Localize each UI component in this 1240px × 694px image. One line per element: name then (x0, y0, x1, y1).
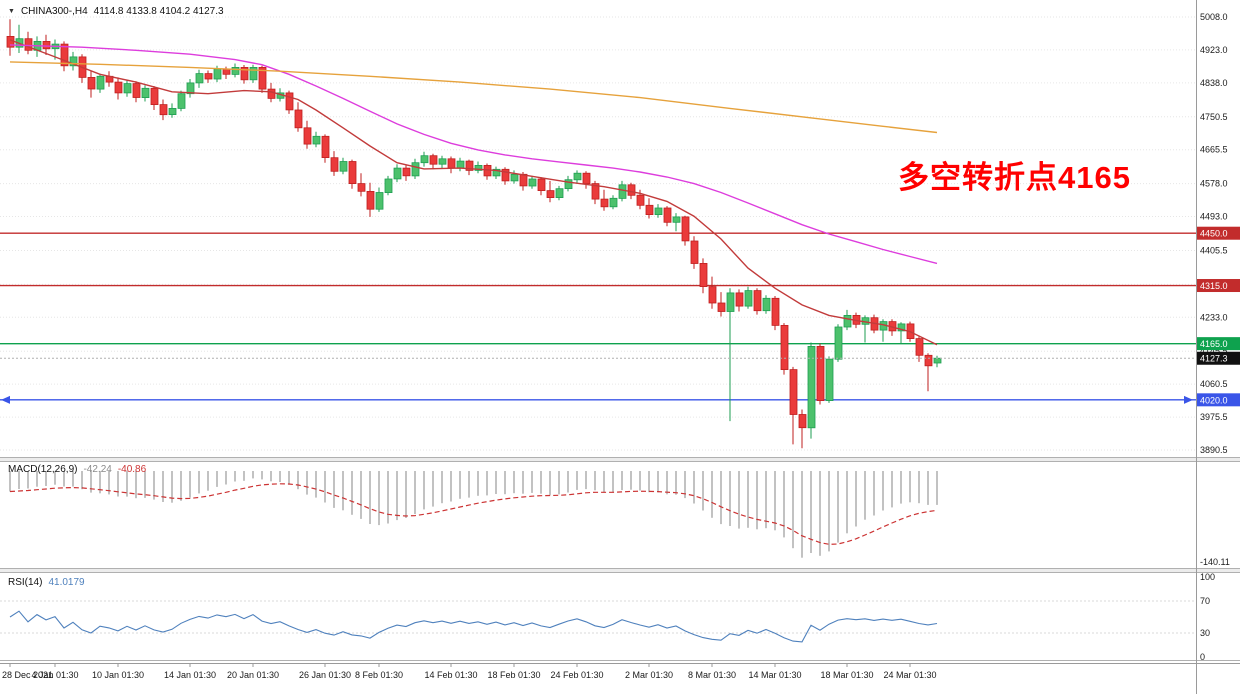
macd-layer[interactable]: -140.11 (9, 471, 1230, 567)
rsi-name: RSI(14) (8, 577, 43, 588)
svg-text:4923.0: 4923.0 (1200, 45, 1228, 55)
svg-text:18 Feb 01:30: 18 Feb 01:30 (487, 670, 540, 680)
svg-text:8 Mar 01:30: 8 Mar 01:30 (688, 670, 736, 680)
svg-text:3975.5: 3975.5 (1200, 412, 1228, 422)
svg-text:4 Jan 01:30: 4 Jan 01:30 (31, 670, 78, 680)
svg-text:4060.5: 4060.5 (1200, 379, 1228, 389)
svg-text:10 Jan 01:30: 10 Jan 01:30 (92, 670, 144, 680)
svg-text:20 Jan 01:30: 20 Jan 01:30 (227, 670, 279, 680)
svg-text:4165.0: 4165.0 (1200, 339, 1228, 349)
macd-name: MACD(12,26,9) (8, 464, 78, 475)
macd-indicator-label: MACD(12,26,9) -42.24 -40.86 (8, 464, 146, 475)
svg-text:26 Jan 01:30: 26 Jan 01:30 (299, 670, 351, 680)
moving-averages (9, 39, 938, 346)
svg-text:14 Jan 01:30: 14 Jan 01:30 (164, 670, 216, 680)
ma-slow-orange (9, 61, 938, 134)
collapse-triangle-icon[interactable]: ▼ (8, 8, 15, 15)
svg-text:70: 70 (1200, 596, 1210, 606)
svg-text:30: 30 (1200, 628, 1210, 638)
svg-text:2 Mar 01:30: 2 Mar 01:30 (625, 670, 673, 680)
svg-text:4750.5: 4750.5 (1200, 112, 1228, 122)
svg-text:4020.0: 4020.0 (1200, 395, 1228, 405)
svg-text:100: 100 (1200, 572, 1215, 582)
svg-text:4145.5: 4145.5 (1200, 346, 1228, 356)
svg-text:4405.5: 4405.5 (1200, 245, 1228, 255)
svg-text:4578.0: 4578.0 (1200, 179, 1228, 189)
rsi-value: 41.0179 (48, 577, 85, 588)
svg-text:14 Feb 01:30: 14 Feb 01:30 (424, 670, 477, 680)
svg-text:5008.0: 5008.0 (1200, 12, 1228, 22)
chart-header: ▼ CHINA300-,H4 4114.8 4133.8 4104.2 4127… (8, 6, 224, 17)
horizontal-level-lines[interactable] (0, 232, 1196, 404)
svg-text:14 Mar 01:30: 14 Mar 01:30 (748, 670, 801, 680)
svg-text:4127.3: 4127.3 (1200, 354, 1228, 364)
svg-text:24 Feb 01:30: 24 Feb 01:30 (550, 670, 603, 680)
svg-text:4838.0: 4838.0 (1200, 78, 1228, 88)
ohlc-values-label: 4114.8 4133.8 4104.2 4127.3 (93, 6, 224, 17)
svg-text:-140.11: -140.11 (1200, 557, 1230, 567)
symbol-timeframe-label: CHINA300-,H4 (20, 6, 88, 17)
svg-text:0: 0 (1200, 652, 1205, 662)
svg-text:4450.0: 4450.0 (1200, 229, 1228, 239)
svg-text:4233.0: 4233.0 (1200, 312, 1228, 322)
rsi-indicator-label: RSI(14) 41.0179 (8, 577, 85, 588)
svg-text:4665.5: 4665.5 (1200, 145, 1228, 155)
svg-text:4315.0: 4315.0 (1200, 281, 1228, 291)
svg-text:28 Dec 2021: 28 Dec 2021 (2, 670, 53, 680)
ma-fast-red (9, 39, 938, 346)
rsi-layer[interactable]: 100 70 30 0 (0, 572, 1215, 662)
svg-text:3890.5: 3890.5 (1200, 445, 1228, 455)
annotation-text: 多空转折点4165 (898, 160, 1131, 195)
ma-mid-magenta (9, 44, 938, 265)
macd-signal-value: -40.86 (117, 464, 147, 475)
svg-text:18 Mar 01:30: 18 Mar 01:30 (820, 670, 873, 680)
svg-text:8 Feb 01:30: 8 Feb 01:30 (355, 670, 403, 680)
macd-main-value: -42.24 (83, 464, 112, 475)
price-axis-badges: 4450.0 4315.0 4165.0 4020.0 4127.3 (1197, 226, 1240, 407)
svg-text:24 Mar 01:30: 24 Mar 01:30 (883, 670, 936, 680)
svg-text:4493.0: 4493.0 (1200, 212, 1228, 222)
